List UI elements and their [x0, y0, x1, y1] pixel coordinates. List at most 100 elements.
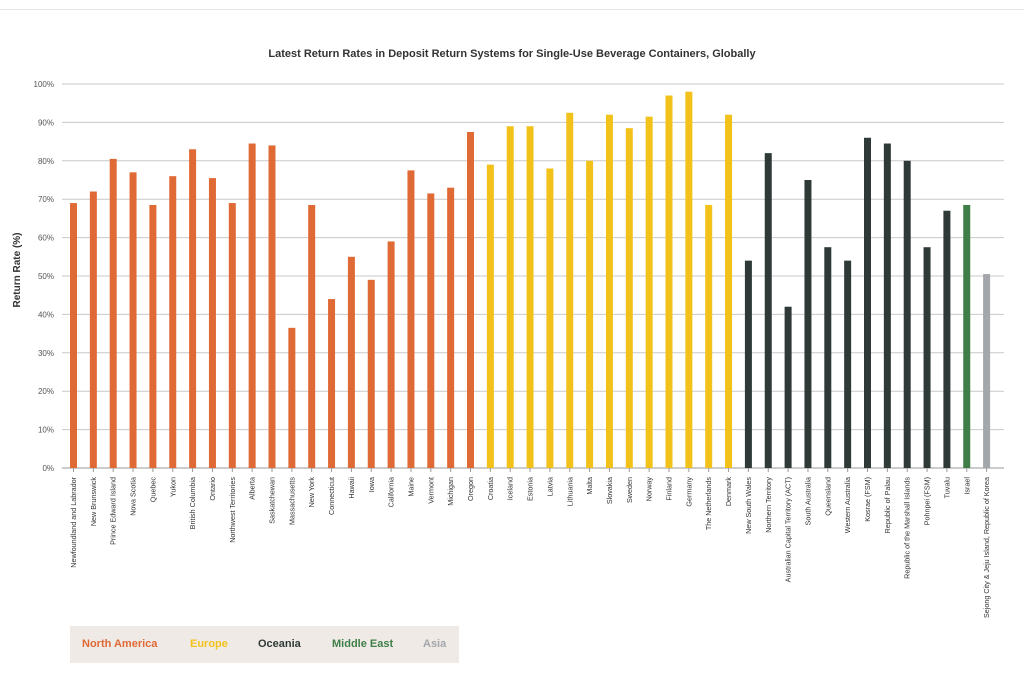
x-tick-label: Northwest Territories	[228, 477, 237, 543]
bar	[89, 191, 97, 468]
bar	[169, 176, 177, 468]
x-tick-label: Vermont	[426, 477, 435, 504]
x-tick-label: Hawaii	[347, 477, 356, 499]
bar	[288, 327, 296, 468]
bar	[467, 132, 474, 468]
bar	[566, 112, 574, 469]
x-tick-label: Israel	[962, 477, 971, 495]
legend-item-asia: Asia	[423, 638, 447, 650]
y-tick-label: 60%	[38, 234, 54, 243]
legend-item-oceania: Oceania	[258, 638, 301, 650]
y-tick-label: 30%	[38, 349, 54, 358]
x-tick-label: Queensland	[823, 477, 832, 516]
x-tick-label: Yukon	[168, 477, 177, 497]
top-divider	[0, 9, 1024, 10]
x-tick-label: Ontario	[208, 477, 217, 501]
x-tick-label: Denmark	[724, 477, 733, 507]
x-tick-label: Maine	[406, 477, 415, 497]
x-tick-label: The Netherlands	[704, 477, 713, 531]
x-tick-label: Australian Capital Territory (ACT)	[784, 477, 793, 582]
x-tick-label: Alberta	[248, 477, 257, 500]
x-tick-label: Oregon	[466, 477, 475, 501]
bar	[804, 180, 812, 468]
bar	[645, 116, 653, 468]
x-tick-label: Norway	[645, 477, 654, 502]
x-tick-label: Sejong City & Jeju Island, Republic of K…	[982, 477, 991, 618]
bar	[685, 91, 693, 469]
bar	[248, 143, 256, 468]
bar	[447, 187, 455, 468]
x-tick-label: Massachusetts	[287, 477, 296, 525]
bar	[943, 210, 951, 468]
bar	[665, 95, 673, 469]
legend-item-middle-east: Middle East	[332, 638, 394, 650]
x-tick-label: Kosrae (FSM)	[863, 477, 872, 522]
x-tick-label: Tuvalu	[942, 477, 951, 498]
bar	[883, 143, 891, 468]
y-tick-label: 50%	[38, 272, 54, 281]
y-tick-label: 40%	[38, 310, 54, 319]
x-tick-label: New Brunswick	[89, 477, 98, 527]
y-tick-label: 10%	[38, 426, 54, 435]
x-tick-label: Northern Territory	[764, 477, 773, 533]
legend: North America Europe Oceania Middle East…	[70, 626, 459, 663]
bar	[149, 204, 157, 468]
bar	[347, 256, 355, 468]
bar	[546, 168, 554, 469]
bar	[228, 203, 236, 469]
bar	[387, 241, 395, 468]
x-tick-label: Croatia	[486, 477, 495, 500]
x-tick-label: Quebec	[148, 477, 157, 503]
x-tick-label: Lithuania	[565, 477, 574, 506]
bar	[824, 247, 832, 468]
x-tick-label: Iowa	[367, 477, 376, 492]
bar	[427, 193, 435, 468]
x-tick-label: Estonia	[526, 477, 535, 501]
y-tick-label: 100%	[34, 80, 54, 89]
x-tick-label: Sweden	[625, 477, 634, 503]
x-tick-label: British Columbia	[188, 477, 197, 529]
x-tick-label: Newfoundland and Labrador	[69, 476, 78, 567]
bar	[744, 260, 752, 468]
y-tick-label: 0%	[42, 464, 54, 473]
bar	[129, 172, 137, 468]
bar	[486, 164, 494, 468]
bar	[725, 114, 733, 468]
y-axis-label: Return Rate (%)	[12, 232, 23, 307]
x-tick-label: Connecticut	[327, 477, 336, 515]
bar	[963, 204, 971, 468]
x-tick-label: New South Wales	[744, 477, 753, 534]
x-tick-label: Western Australia	[843, 477, 852, 533]
bar	[764, 153, 772, 468]
x-tick-label: South Australia	[803, 477, 812, 525]
bar	[864, 137, 871, 468]
y-tick-label: 70%	[38, 195, 54, 204]
x-tick-label: Republic of Palau	[883, 477, 892, 533]
bar	[208, 178, 216, 468]
bar	[923, 247, 931, 468]
y-tick-label: 20%	[38, 387, 54, 396]
x-tick-label: Pohnpei (FSM)	[923, 477, 932, 525]
bar	[70, 203, 77, 469]
x-tick-label: Saskatchewan	[268, 477, 277, 524]
chart-title: Latest Return Rates in Deposit Return Sy…	[268, 48, 756, 60]
x-tick-label: Nova Scotia	[129, 477, 138, 516]
bar	[586, 160, 594, 469]
x-tick-label: Latvia	[545, 477, 554, 496]
y-tick-label: 80%	[38, 157, 54, 166]
x-tick-label: Slovakia	[605, 477, 614, 504]
bar	[526, 126, 534, 469]
bar	[506, 126, 514, 469]
x-tick-label: California	[387, 477, 396, 507]
x-tick-label: New York	[307, 477, 316, 508]
bar	[983, 274, 991, 468]
x-tick-label: Germany	[684, 477, 693, 507]
y-tick-label: 90%	[38, 118, 54, 127]
bar	[705, 204, 713, 468]
legend-item-europe: Europe	[190, 638, 228, 650]
bar	[605, 114, 613, 468]
x-tick-label: Republic of the Marshall Islands	[903, 477, 912, 579]
bar	[367, 279, 375, 468]
x-tick-label: Malta	[585, 477, 594, 495]
